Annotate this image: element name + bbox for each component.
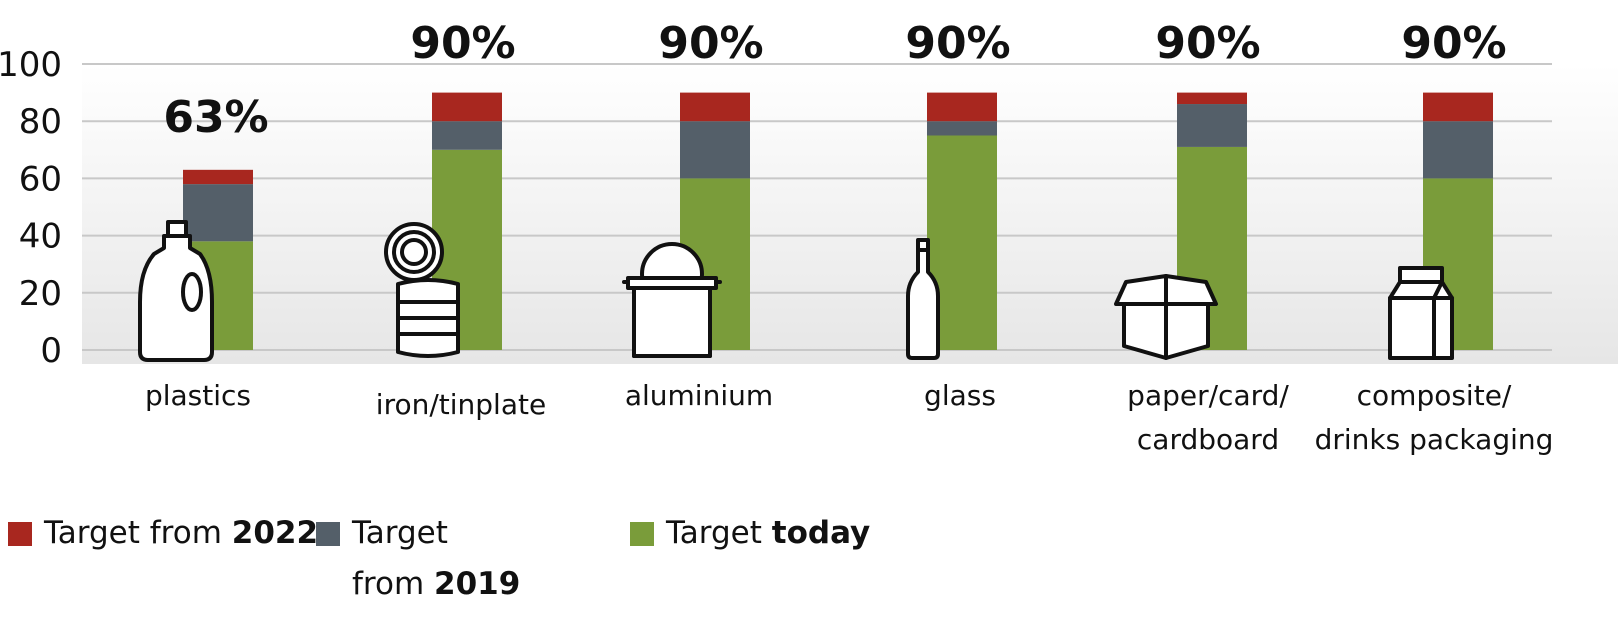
legend-swatch-2019	[316, 522, 340, 546]
legend-swatch-today	[630, 522, 654, 546]
legend-label-2022-prefix: Target from	[44, 515, 232, 551]
category-label: plastics	[145, 379, 251, 412]
drinks-carton-icon	[1388, 266, 1454, 360]
legend-swatch-2022	[8, 522, 32, 546]
category-label: cardboard	[1137, 423, 1279, 456]
category-label: paper/card/	[1127, 379, 1289, 412]
legend-item-2019: Target from 2019	[316, 508, 520, 610]
bar-segment	[927, 92, 997, 122]
bar-segment	[1423, 121, 1493, 179]
glass-bottle-icon	[906, 238, 940, 360]
legend-label-today-prefix: Target	[666, 515, 772, 551]
category-label: iron/tinplate	[376, 388, 546, 421]
bar-segment	[432, 92, 502, 122]
data-label-total: 90%	[410, 18, 515, 69]
bar-segment	[432, 121, 502, 150]
legend-label-today: Target today	[666, 508, 870, 559]
bottle-icon	[138, 220, 214, 362]
data-label-total: 90%	[905, 18, 1010, 69]
bar-segment	[927, 121, 997, 136]
legend-label-2019-line1: Target	[352, 515, 448, 551]
bar-segment	[680, 121, 750, 179]
bar-segment	[680, 92, 750, 122]
legend-label-2019-year: 2019	[434, 566, 521, 602]
data-label-total: 90%	[1401, 18, 1506, 69]
y-tick-label: 20	[19, 274, 62, 314]
data-label-total: 90%	[658, 18, 763, 69]
legend-label-2019-prefix: from	[352, 566, 434, 602]
data-label-total: 90%	[1155, 18, 1260, 69]
bar-segment	[183, 169, 253, 185]
labels: 63% 90% 90% 90% 90% 90% plastics iron/tinplate a…	[145, 18, 1553, 456]
y-axis-ticks: 0 20 40 60 80 100	[0, 45, 62, 371]
aluminium-bucket-icon	[622, 242, 722, 358]
legend: Target from 2022 Target from 2019 Target …	[8, 508, 948, 623]
y-tick-label: 60	[19, 159, 62, 199]
legend-item-2022: Target from 2022	[8, 508, 318, 559]
y-tick-label: 100	[0, 45, 62, 85]
legend-label-2022: Target from 2022	[44, 508, 318, 559]
bar-segment	[183, 184, 253, 242]
category-label: composite/	[1357, 379, 1512, 412]
legend-label-today-word: today	[771, 515, 871, 551]
legend-label-2019: Target from 2019	[352, 508, 520, 610]
legend-label-2022-year: 2022	[231, 515, 319, 551]
bar-segment	[1423, 92, 1493, 122]
bar-segment	[1177, 104, 1247, 147]
category-label: drinks packaging	[1315, 423, 1554, 456]
bar-segment	[1177, 92, 1247, 105]
y-tick-label: 40	[19, 217, 62, 257]
y-tick-label: 0	[40, 331, 62, 371]
data-label-total: 63%	[163, 92, 268, 143]
legend-item-today: Target today	[630, 508, 870, 559]
category-label: aluminium	[625, 379, 773, 412]
category-label: glass	[924, 379, 996, 412]
tin-can-icon	[384, 222, 460, 358]
cardboard-box-icon	[1114, 274, 1218, 360]
bars	[183, 92, 1493, 350]
y-tick-label: 80	[19, 102, 62, 142]
gridlines	[82, 63, 1552, 351]
plot-area	[82, 64, 1618, 364]
